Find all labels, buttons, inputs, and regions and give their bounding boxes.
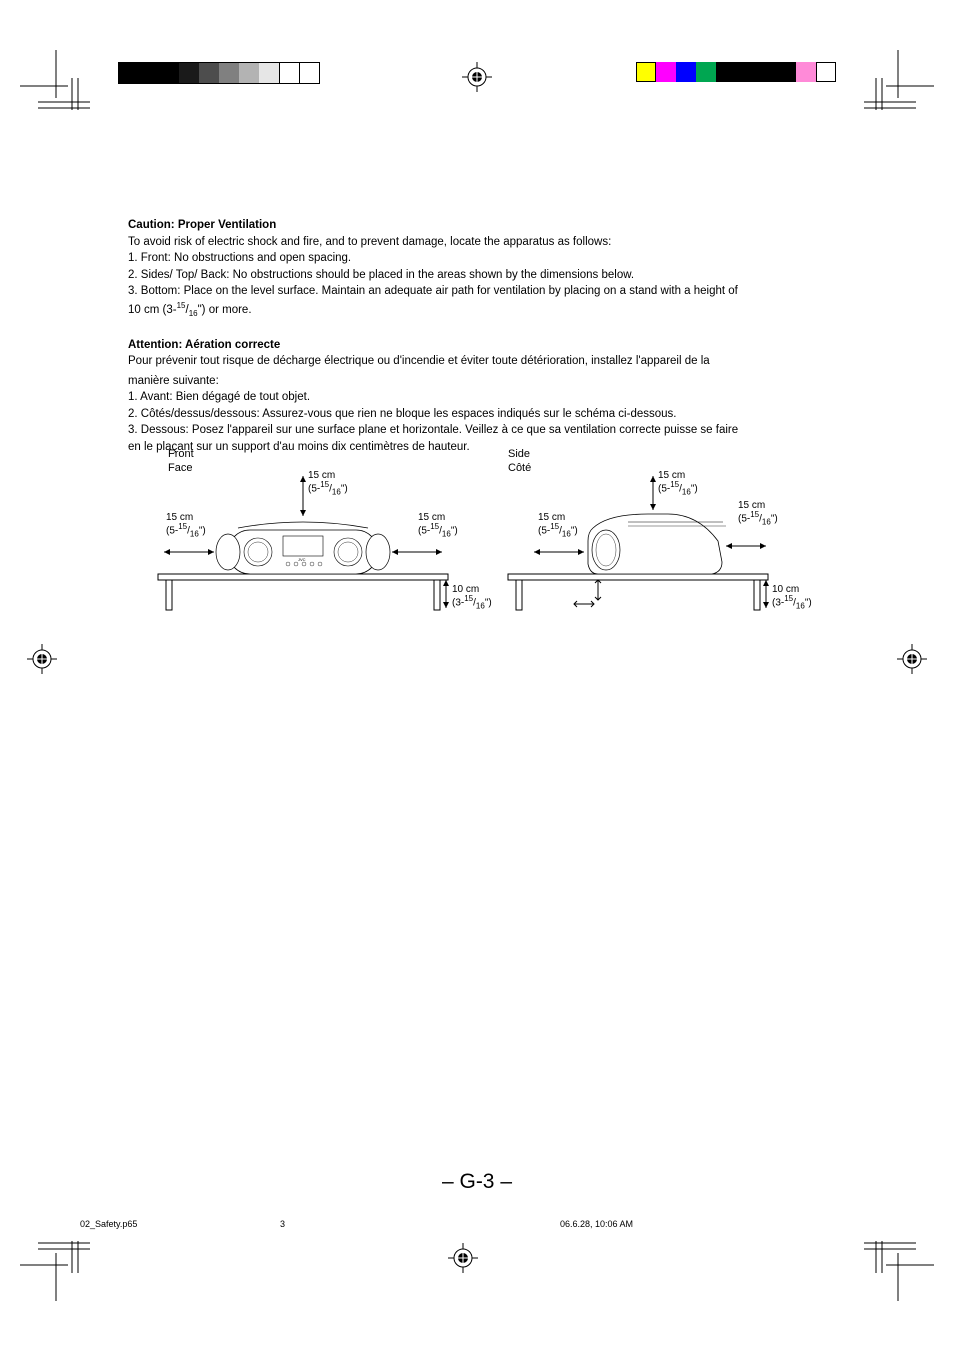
en-l3a: 3. Bottom: Place on the level surface. M…	[128, 284, 828, 300]
dim-front-top: 15 cm(5-15/16")	[308, 470, 348, 497]
fr-l3a: 3. Dessous: Posez l'appareil sur une sur…	[128, 423, 828, 439]
en-l3b: 10 cm (3-15/16") or more.	[128, 301, 828, 320]
dim-side-right: 15 cm(5-15/16")	[738, 500, 778, 527]
dim-side-top: 15 cm(5-15/16")	[658, 470, 698, 497]
crop-mark-bottom-right	[864, 1241, 934, 1301]
dim-side-left: 15 cm(5-15/16")	[538, 512, 578, 539]
registration-mark-right	[897, 644, 927, 674]
diagrams: FrontFace SideCôté JVC	[128, 440, 828, 620]
fr-l1: 1. Avant: Bien dégagé de tout objet.	[128, 390, 828, 406]
crop-mark-bottom-left	[20, 1241, 90, 1301]
page-number: – G-3 –	[0, 1170, 954, 1194]
fr-l2: 2. Côtés/dessus/dessous: Assurez-vous qu…	[128, 407, 828, 423]
registration-mark-left	[27, 644, 57, 674]
en-l2: 2. Sides/ Top/ Back: No obstructions sho…	[128, 268, 828, 284]
dim-front-right: 15 cm(5-15/16")	[418, 512, 458, 539]
body-text: Caution: Proper Ventilation To avoid ris…	[128, 218, 828, 456]
grayscale-bar	[118, 62, 320, 84]
heading-en: Caution: Proper Ventilation	[128, 218, 828, 234]
dim-front-left: 15 cm(5-15/16")	[166, 512, 206, 539]
intro-fr: Pour prévenir tout risque de décharge él…	[128, 354, 828, 370]
dim-front-bottom: 10 cm(3-15/16")	[452, 584, 492, 611]
registration-mark-top	[462, 62, 492, 92]
footer-file: 02_Safety.p65	[80, 1219, 280, 1229]
crop-mark-top-left	[20, 50, 90, 110]
crop-mark-top-right	[864, 50, 934, 110]
footer: 02_Safety.p65 3 06.6.28, 10:06 AM	[80, 1219, 880, 1229]
en-l1: 1. Front: No obstructions and open spaci…	[128, 251, 828, 267]
intro-en: To avoid risk of electric shock and fire…	[128, 235, 828, 251]
intro-fr2: manière suivante:	[128, 374, 828, 390]
color-bar	[636, 62, 836, 82]
footer-page: 3	[280, 1219, 560, 1229]
footer-datetime: 06.6.28, 10:06 AM	[560, 1219, 760, 1229]
heading-fr: Attention: Aération correcte	[128, 338, 828, 354]
svg-text:JVC: JVC	[298, 557, 306, 562]
registration-mark-bottom	[448, 1243, 478, 1273]
dim-side-bottom: 10 cm(3-15/16")	[772, 584, 812, 611]
